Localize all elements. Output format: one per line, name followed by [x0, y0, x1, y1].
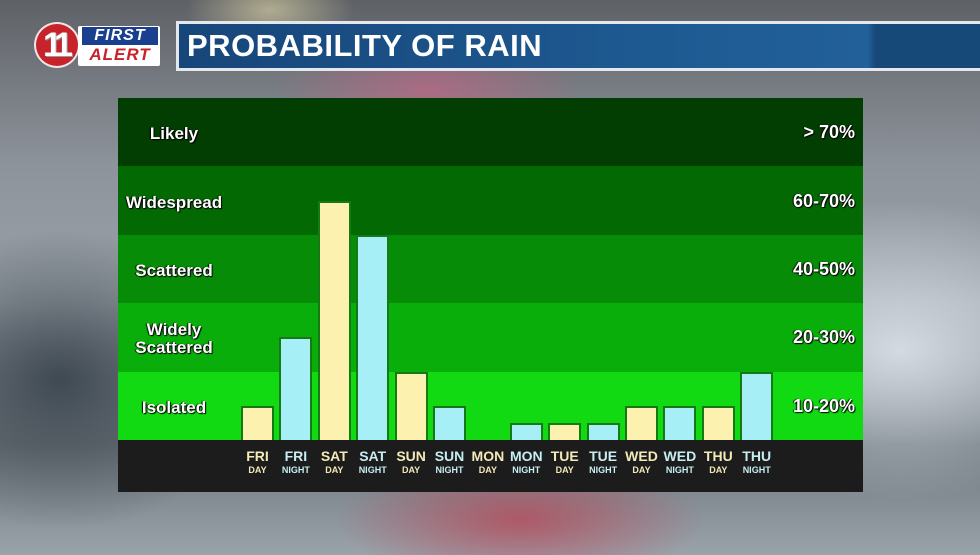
x-label-period: DAY	[632, 465, 651, 475]
x-label-period: DAY	[478, 465, 497, 475]
x-label: FRI NIGHT	[277, 448, 315, 476]
logo-number: 11	[43, 26, 73, 64]
x-label: TUE DAY	[546, 448, 584, 476]
x-label: SAT NIGHT	[354, 448, 392, 476]
logo-first: FIRST	[82, 27, 158, 45]
logo-alert: ALERT	[89, 45, 151, 64]
band-widely-scattered: Widely Scattered 20-30%	[118, 303, 863, 373]
rain-probability-chart: Likely > 70% Widespread 60-70% Scattered 40-5…	[118, 98, 863, 492]
bar-sun-day	[394, 371, 428, 440]
band-range: > 70%	[803, 122, 855, 143]
x-label-day: SAT	[359, 448, 387, 464]
band-likely: Likely > 70%	[118, 98, 863, 167]
x-label-day: TUE	[589, 448, 618, 464]
x-label-day: WED	[663, 448, 697, 464]
x-label-period: NIGHT	[742, 465, 771, 475]
x-label: WED DAY	[623, 448, 661, 476]
band-label: Isolated	[141, 397, 207, 417]
band-label: Scattered	[135, 260, 213, 280]
band-label: Widely Scattered	[135, 320, 213, 358]
page-title: PROBABILITY OF RAIN	[179, 24, 980, 68]
x-label-day: TUE	[550, 448, 579, 464]
bar-wed-day	[625, 405, 658, 440]
bar-sat-day	[317, 200, 351, 440]
title-bar: PROBABILITY OF RAIN	[176, 21, 980, 71]
bar-tue-night	[586, 422, 620, 440]
first-alert-logo: 11 FIRST ALERT	[34, 22, 162, 70]
x-label-day: SUN	[434, 448, 465, 464]
x-label-day: FRI	[246, 448, 269, 464]
x-label-period: DAY	[325, 465, 344, 475]
x-label-day: FRI	[284, 448, 308, 464]
bar-sun-night	[433, 405, 466, 440]
bar-fri-night	[279, 337, 313, 440]
bar-fri-day	[241, 405, 274, 440]
bar-mon-night	[509, 422, 543, 440]
band-range: 20-30%	[792, 327, 855, 348]
band-range: 10-20%	[792, 395, 855, 416]
x-label-day: SUN	[396, 448, 426, 464]
x-label-day: MON	[509, 448, 543, 464]
band-scattered: Scattered 40-50%	[118, 234, 863, 304]
band-label: Widespread	[125, 192, 223, 212]
x-label-period: DAY	[709, 465, 728, 475]
logo-circle	[34, 22, 80, 68]
x-label-period: NIGHT	[589, 465, 618, 475]
x-label-day: SAT	[320, 448, 348, 464]
bar-thu-day	[701, 405, 735, 440]
x-label: FRI DAY	[239, 448, 277, 476]
x-label: MON NIGHT	[507, 448, 545, 476]
x-label-period: NIGHT	[512, 465, 541, 475]
x-label: TUE NIGHT	[584, 448, 622, 476]
x-label-period: NIGHT	[665, 465, 694, 475]
x-label-day: MON	[471, 448, 505, 464]
x-label-day: THU	[703, 448, 733, 464]
bar-sat-night	[356, 234, 390, 440]
x-label: SUN DAY	[392, 448, 430, 476]
bar-wed-night	[663, 405, 697, 440]
x-label: WED NIGHT	[661, 448, 699, 476]
bar-tue-day	[548, 422, 582, 440]
x-label: THU DAY	[699, 448, 737, 476]
x-label-period: NIGHT	[435, 465, 464, 475]
x-label: SUN NIGHT	[431, 448, 469, 476]
band-label: Likely	[149, 124, 199, 144]
x-label-period: NIGHT	[358, 465, 387, 475]
x-label-day: WED	[625, 448, 658, 464]
bar-thu-night	[740, 371, 774, 440]
band-widespread: Widespread 60-70%	[118, 166, 863, 236]
x-label-period: NIGHT	[281, 465, 310, 475]
x-label-period: DAY	[555, 465, 574, 475]
x-label: MON DAY	[469, 448, 507, 476]
band-range: 60-70%	[792, 190, 855, 211]
band-range: 40-50%	[792, 258, 855, 279]
x-label: THU NIGHT	[738, 448, 776, 476]
x-label-day: THU	[742, 448, 772, 464]
x-label-period: DAY	[248, 465, 267, 475]
x-label-period: DAY	[402, 465, 421, 475]
x-label: SAT DAY	[315, 448, 353, 476]
